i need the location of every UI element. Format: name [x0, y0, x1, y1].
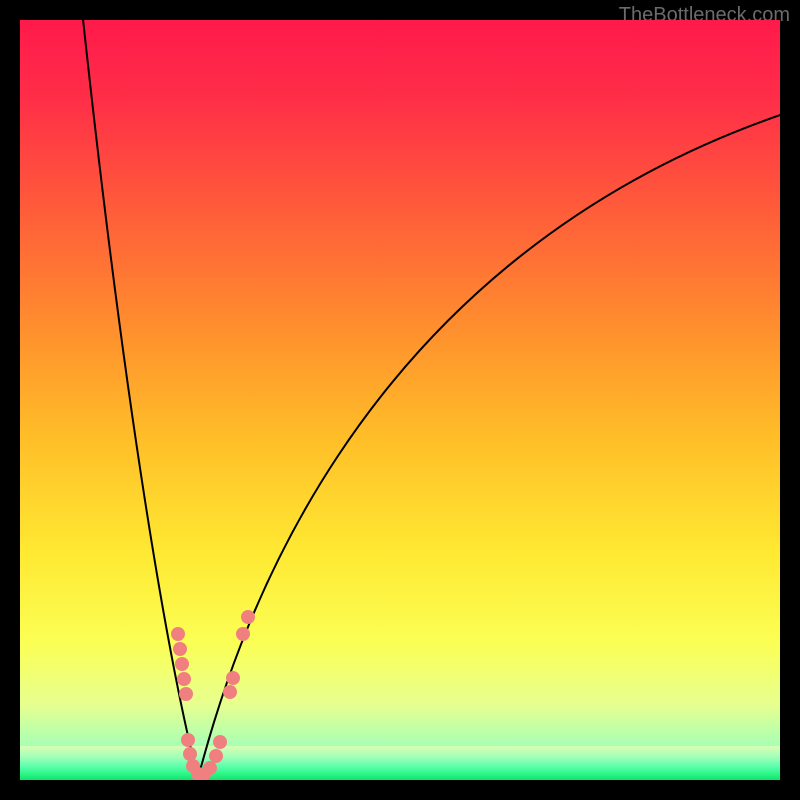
- data-bead: [203, 761, 217, 775]
- data-bead: [183, 747, 197, 761]
- data-bead: [179, 687, 193, 701]
- data-bead: [175, 657, 189, 671]
- plot-area: [20, 20, 780, 780]
- data-bead: [213, 735, 227, 749]
- curve-layer: [20, 20, 780, 780]
- data-bead: [177, 672, 191, 686]
- data-bead: [181, 733, 195, 747]
- data-bead: [171, 627, 185, 641]
- data-bead: [241, 610, 255, 624]
- data-bead: [223, 685, 237, 699]
- data-bead: [226, 671, 240, 685]
- data-bead: [173, 642, 187, 656]
- data-beads: [171, 610, 255, 780]
- data-bead: [236, 627, 250, 641]
- chart-frame: TheBottleneck.com: [0, 0, 800, 800]
- data-bead: [209, 749, 223, 763]
